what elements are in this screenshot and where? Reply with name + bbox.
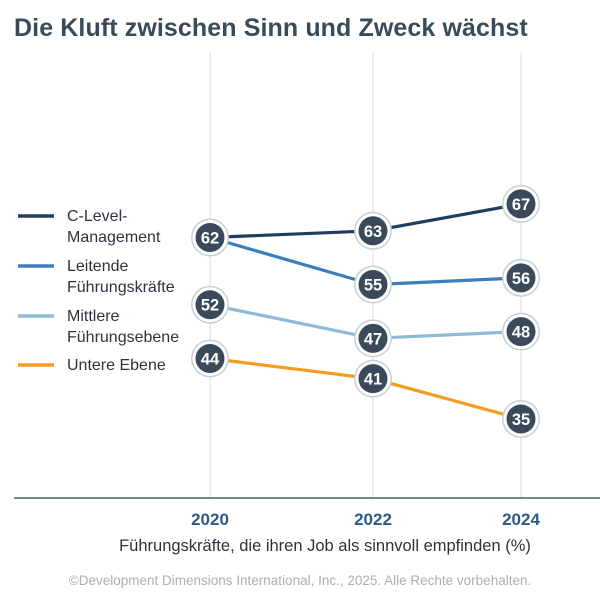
- marker-dot: [195, 223, 225, 253]
- marker-2024-67: 67: [502, 184, 540, 223]
- data-label: 56: [512, 270, 530, 288]
- data-label: 35: [512, 411, 530, 429]
- legend-label: C-Level-: [67, 208, 127, 225]
- marker-2024-56: 56: [502, 258, 540, 297]
- legend-entry-1: C-Level- Management: [18, 208, 161, 246]
- legend-label: Management: [67, 229, 161, 246]
- legend: C-Level- Management Leitende Führungskräfte…: [18, 208, 179, 374]
- legend-label: Untere Ebene: [67, 357, 166, 374]
- x-tick-2020: 2020: [191, 510, 229, 529]
- copyright-text: ©Development Dimensions International, I…: [68, 573, 532, 588]
- marker-dot: [358, 270, 388, 300]
- data-label: 44: [201, 350, 220, 368]
- legend-label: Mittlere: [67, 308, 120, 325]
- legend-entry-3: Mittlere Führungsebene: [18, 308, 179, 346]
- x-axis-label: Führungskräfte, die ihren Job als sinnvo…: [0, 537, 600, 556]
- legend-entry-4: Untere Ebene: [18, 357, 166, 374]
- marker-2022-55: 55: [354, 265, 392, 304]
- marker-2022-41: 41: [354, 359, 392, 398]
- data-label: 52: [201, 297, 219, 315]
- x-tick-2022: 2022: [354, 510, 392, 529]
- marker-2020-52: 52: [191, 285, 229, 324]
- marker-dot: [195, 290, 225, 320]
- data-label: 55: [364, 277, 382, 295]
- marker-dot: [358, 364, 388, 394]
- marker-dot: [358, 216, 388, 246]
- marker-dot: [506, 404, 536, 434]
- data-label: 48: [512, 324, 530, 342]
- x-tick-2024: 2024: [502, 510, 540, 529]
- marker-2020-44: 44: [191, 339, 229, 378]
- x-tick-labels: 2020 2022 2024: [191, 510, 540, 529]
- marker-2020-62: 62: [191, 218, 229, 257]
- marker-2022-63: 63: [354, 211, 392, 250]
- data-label: 62: [201, 230, 219, 248]
- legend-label: Führungskräfte: [67, 279, 175, 296]
- marker-dot: [506, 189, 536, 219]
- marker-2024-35: 35: [502, 399, 540, 438]
- x-axis-label-text: Führungskräfte, die ihren Job als sinnvo…: [119, 537, 531, 555]
- copyright-credit: ©Development Dimensions International, I…: [0, 573, 600, 588]
- chart-title: Die Kluft zwischen Sinn und Zweck wächst: [14, 14, 528, 42]
- legend-entry-2: Leitende Führungskräfte: [18, 258, 175, 296]
- data-label: 47: [364, 330, 382, 348]
- marker-dot: [506, 317, 536, 347]
- marker-2024-48: 48: [502, 312, 540, 351]
- data-markers: 62 63 67 55 56 52 47 48 44 41 35: [191, 184, 540, 438]
- marker-2022-47: 47: [354, 319, 392, 358]
- legend-label: Führungsebene: [67, 329, 179, 346]
- data-label: 67: [512, 196, 530, 214]
- marker-dot: [195, 343, 225, 373]
- marker-dot: [506, 263, 536, 293]
- legend-label: Leitende: [67, 258, 128, 275]
- data-label: 41: [364, 371, 382, 389]
- marker-dot: [358, 323, 388, 353]
- data-label: 63: [364, 223, 382, 241]
